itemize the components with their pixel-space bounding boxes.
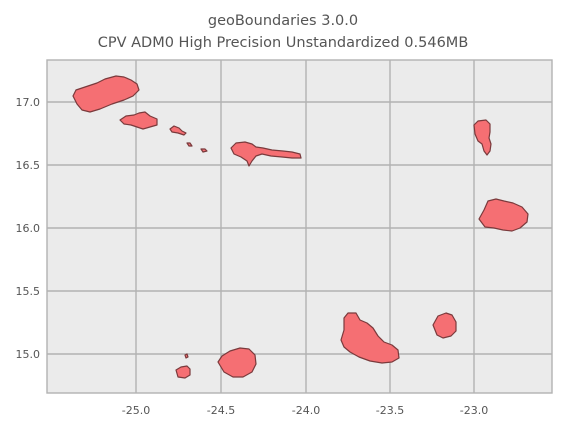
island-maio [432, 312, 457, 339]
island-sao-vicente [119, 111, 158, 130]
gridlines [47, 60, 552, 393]
island-fogo [217, 347, 257, 378]
y-tick-label: 15.5 [16, 285, 41, 298]
map-plot-area [46, 59, 553, 394]
island-santa-luzia [169, 125, 187, 136]
x-tick-label: -24.0 [292, 404, 320, 417]
map-title: geoBoundaries 3.0.0 [207, 13, 359, 29]
islet-raso [200, 148, 208, 153]
x-tick-label: -24.5 [207, 404, 235, 417]
island-santo-antao [72, 75, 140, 113]
islet-rombos [184, 353, 189, 359]
map-subtitle: CPV ADM0 High Precision Unstandardized 0… [97, 35, 469, 51]
island-sao-nicolau [230, 141, 302, 167]
y-tick-label: 17.0 [16, 96, 41, 109]
x-tick-label: -25.0 [122, 404, 150, 417]
y-axis-ticks: 17.0 16.5 16.0 15.5 15.0 [16, 96, 41, 361]
y-tick-label: 16.0 [16, 222, 41, 235]
island-santiago [340, 312, 400, 364]
y-tick-label: 15.0 [16, 348, 41, 361]
island-brava [175, 365, 191, 379]
x-axis-ticks: -25.0 -24.5 -24.0 -23.5 -23.0 [122, 404, 488, 417]
island-boa-vista [478, 198, 529, 232]
x-tick-label: -23.0 [460, 404, 488, 417]
islands [72, 75, 529, 379]
islet-branco [186, 142, 193, 147]
x-tick-label: -23.5 [376, 404, 404, 417]
island-sal [473, 119, 492, 156]
y-tick-label: 16.5 [16, 159, 41, 172]
